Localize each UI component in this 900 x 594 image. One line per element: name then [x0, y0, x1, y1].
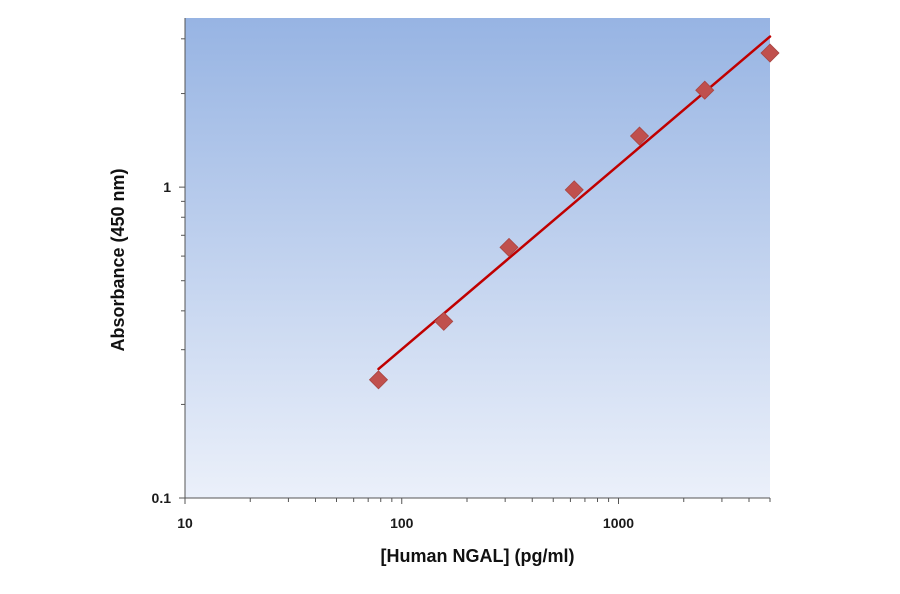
x-tick-label: 10 [177, 515, 193, 531]
y-tick-label: 0.1 [152, 490, 172, 506]
data-point [695, 80, 715, 100]
plot-area [185, 18, 770, 498]
x-axis-title: [Human NGAL] (pg/ml) [381, 546, 575, 566]
y-tick-label: 1 [163, 179, 171, 195]
y-axis-title: Absorbance (450 nm) [108, 168, 128, 351]
data-point [499, 237, 519, 257]
series-layer [368, 35, 780, 390]
data-point [434, 311, 454, 331]
ticks [179, 38, 771, 504]
data-point [564, 180, 584, 200]
tick-labels: 10 100 1000 0.1 1 [152, 179, 635, 531]
x-tick-label: 1000 [603, 515, 634, 531]
data-point [629, 126, 650, 146]
data-point [760, 43, 780, 63]
data-point [368, 370, 389, 390]
x-tick-label: 100 [390, 515, 414, 531]
